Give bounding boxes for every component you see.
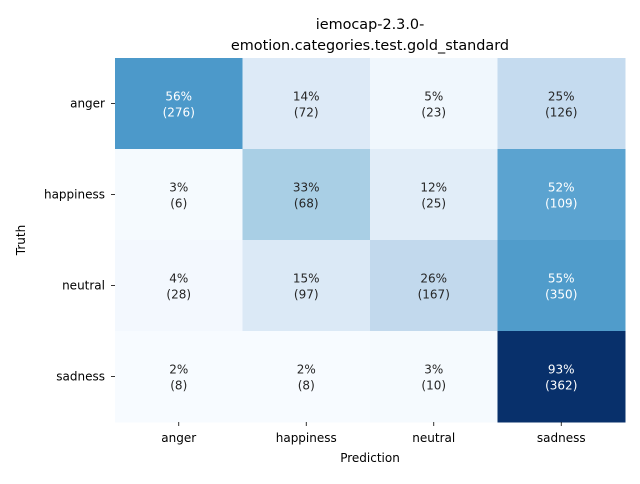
heatmap-cell bbox=[115, 58, 243, 150]
cell-percent-label: 55% bbox=[548, 272, 575, 286]
cell-percent-label: 26% bbox=[420, 272, 447, 286]
cell-count-label: (72) bbox=[294, 106, 319, 120]
cell-count-label: (6) bbox=[170, 197, 187, 211]
cell-percent-label: 2% bbox=[297, 363, 316, 377]
cell-count-label: (362) bbox=[545, 379, 577, 393]
cell-percent-label: 5% bbox=[424, 90, 443, 104]
cell-count-label: (68) bbox=[294, 197, 319, 211]
heatmap-cell bbox=[242, 240, 371, 332]
heatmap-cells bbox=[115, 58, 626, 423]
cell-count-label: (167) bbox=[418, 288, 450, 302]
cell-percent-label: 52% bbox=[548, 181, 575, 195]
cell-percent-label: 4% bbox=[169, 272, 188, 286]
cell-count-label: (276) bbox=[163, 106, 195, 120]
heatmap-cell bbox=[242, 331, 371, 423]
cell-count-label: (126) bbox=[545, 106, 577, 120]
cell-count-label: (97) bbox=[294, 288, 319, 302]
cell-count-label: (25) bbox=[421, 197, 446, 211]
heatmap-cell bbox=[115, 331, 243, 423]
heatmap-cell bbox=[370, 240, 498, 332]
cell-count-label: (28) bbox=[166, 288, 191, 302]
cell-percent-label: 12% bbox=[420, 181, 447, 195]
chart-title-line-2: emotion.categories.test.gold_standard bbox=[231, 38, 509, 54]
cell-percent-label: 56% bbox=[165, 90, 192, 104]
heatmap-cell bbox=[497, 331, 626, 423]
cell-count-label: (23) bbox=[421, 106, 446, 120]
cell-percent-label: 3% bbox=[424, 363, 443, 377]
y-tick-label: happiness bbox=[44, 188, 105, 202]
y-axis-label: Truth bbox=[14, 225, 28, 256]
cell-percent-label: 25% bbox=[548, 90, 575, 104]
cell-percent-label: 14% bbox=[293, 90, 320, 104]
cell-count-label: (109) bbox=[545, 197, 577, 211]
heatmap-cell bbox=[497, 58, 626, 150]
cell-labels: 56% (276) 14% (72) 5% (23) 25% (126) 3% (6) 33% (68… bbox=[163, 90, 578, 393]
cell-count-label: (8) bbox=[298, 379, 315, 393]
cell-percent-label: 93% bbox=[548, 363, 575, 377]
cell-percent-label: 15% bbox=[293, 272, 320, 286]
x-axis-label: Prediction bbox=[340, 451, 400, 465]
cell-percent-label: 33% bbox=[293, 181, 320, 195]
x-tick-label: sadness bbox=[537, 431, 586, 445]
y-tick-label: neutral bbox=[62, 279, 105, 293]
x-tick-label: anger bbox=[161, 431, 196, 445]
cell-count-label: (350) bbox=[545, 288, 577, 302]
heatmap-cell bbox=[497, 149, 626, 241]
heatmap-cell bbox=[242, 58, 371, 150]
heatmap-cell bbox=[370, 149, 498, 241]
heatmap-cell bbox=[242, 149, 371, 241]
cell-percent-label: 2% bbox=[169, 363, 188, 377]
heatmap-cell bbox=[497, 240, 626, 332]
heatmap-cell bbox=[370, 58, 498, 150]
heatmap-cell bbox=[115, 240, 243, 332]
y-tick-label: sadness bbox=[56, 370, 105, 384]
x-tick-label: happiness bbox=[276, 431, 337, 445]
heatmap-cell bbox=[115, 149, 243, 241]
x-axis-ticks: anger happiness neutral sadness bbox=[161, 422, 586, 445]
y-tick-label: anger bbox=[70, 97, 105, 111]
cell-count-label: (8) bbox=[170, 379, 187, 393]
chart-title-line-1: iemocap-2.3.0- bbox=[316, 17, 425, 33]
cell-count-label: (10) bbox=[421, 379, 446, 393]
x-tick-label: neutral bbox=[412, 431, 455, 445]
cell-percent-label: 3% bbox=[169, 181, 188, 195]
y-axis-ticks: anger happiness neutral sadness bbox=[44, 97, 115, 384]
heatmap-cell bbox=[370, 331, 498, 423]
